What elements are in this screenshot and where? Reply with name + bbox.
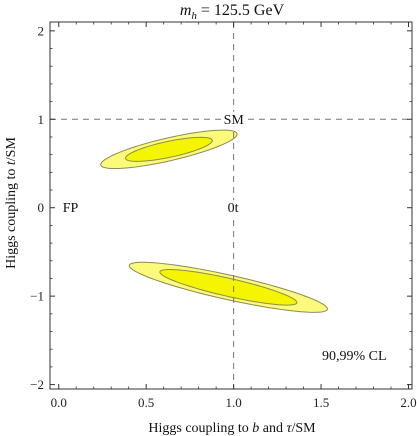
sm-label-background <box>221 111 244 127</box>
region-lower-inner-contour <box>159 269 298 306</box>
title-subscript: h <box>191 10 197 22</box>
point-label-sm: SM <box>224 113 245 128</box>
plot-frame-border <box>49 21 413 390</box>
region-upper <box>100 129 238 170</box>
region-lower <box>128 261 328 313</box>
x-axis-title-italic-b: b <box>252 421 259 436</box>
x-tick-label: 2.0 <box>400 395 416 410</box>
y-axis-title-italic-t: t <box>4 160 19 165</box>
x-axis-title: Higgs coupling to b and τ/SM <box>148 421 316 436</box>
y-tick-label: −1 <box>30 289 44 304</box>
x-tick-label: 0.0 <box>51 395 67 410</box>
confidence-level-label: 90,99% CL <box>322 349 387 364</box>
region-upper-inner-contour <box>125 136 213 162</box>
x-axis-title-post: /SM <box>291 421 316 436</box>
confidence-regions <box>100 129 328 313</box>
title-symbol: m <box>180 2 192 19</box>
x-tick-label: 1.5 <box>313 395 329 410</box>
y-axis-title-post: /SM <box>4 137 19 162</box>
zero-top-label-background <box>225 200 244 216</box>
title-rest: = 125.5 GeV <box>197 2 285 19</box>
plot-frame <box>49 21 413 390</box>
point-labels: SM FP 0t <box>63 111 245 216</box>
axis-ticks: 0.0 0.5 1.0 1.5 2.0 −2 −1 1 2 0 <box>30 22 417 410</box>
y-tick-label: 2 <box>38 23 45 38</box>
y-tick-label: −2 <box>30 377 44 392</box>
x-axis-title-italic-tau: τ <box>286 421 292 436</box>
chart-title: mh = 125.5 GeV <box>180 2 285 22</box>
x-axis-title-mid: and <box>259 421 286 436</box>
x-axis-title-pre: Higgs coupling to <box>148 421 252 436</box>
point-label-fp: FP <box>63 201 79 216</box>
y-tick-label: 1 <box>38 112 45 127</box>
y-axis-title-pre: Higgs coupling to <box>4 165 19 269</box>
x-tick-label: 0.5 <box>138 395 154 410</box>
y-axis-title: Higgs coupling to t/SM <box>4 137 19 269</box>
x-tick-label: 1.0 <box>225 395 241 410</box>
y-tick-label: 0 <box>38 200 45 215</box>
point-label-0t: 0t <box>228 201 239 216</box>
